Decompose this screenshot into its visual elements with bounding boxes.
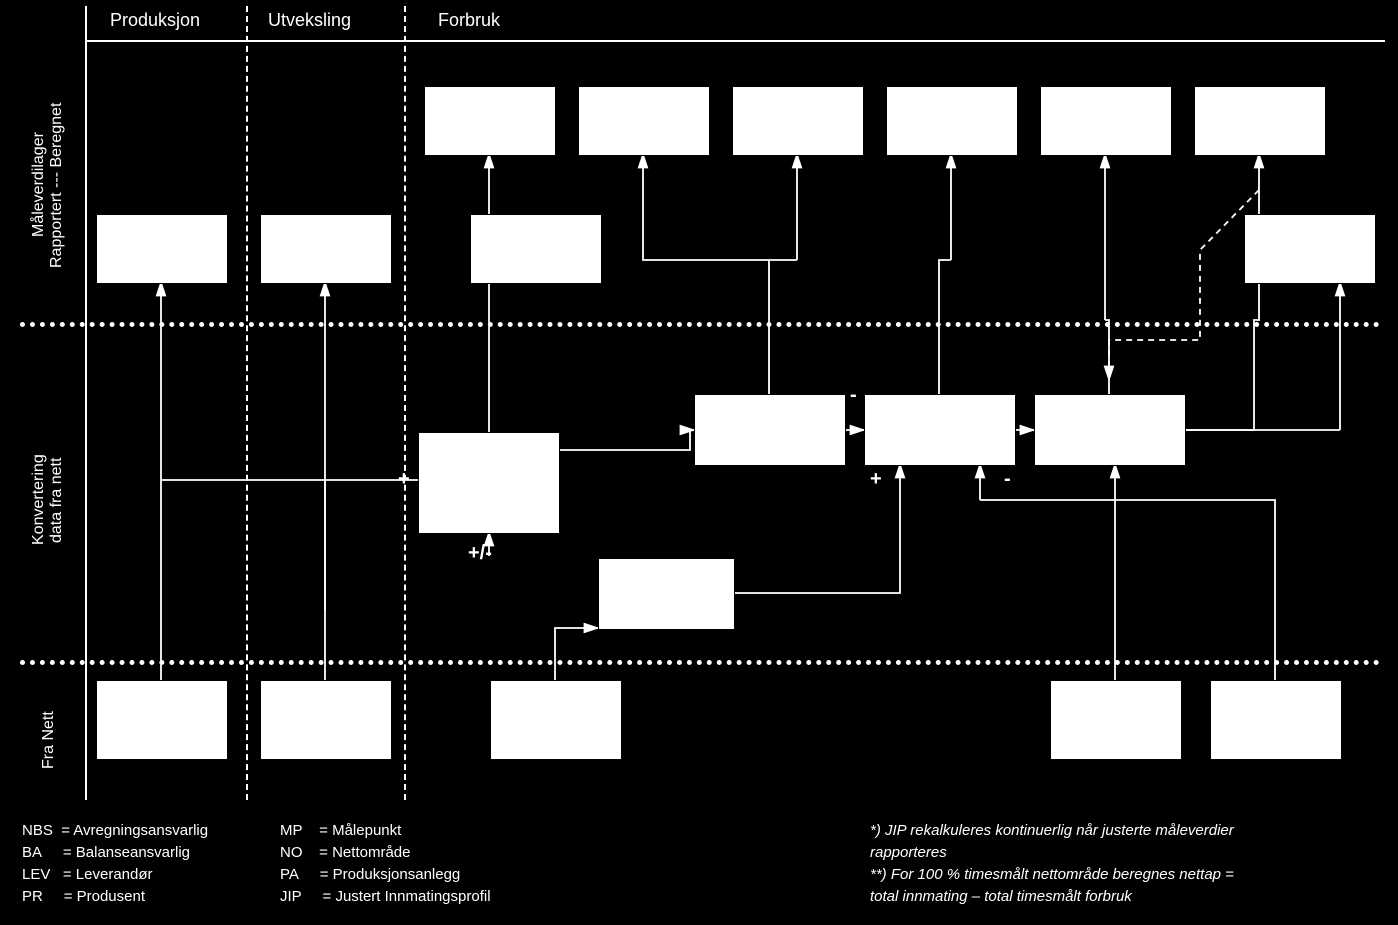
box-top-4 [886,86,1018,156]
row-label-franett: Fra Nett [40,690,58,790]
legend-v: = Målepunkt [319,822,401,839]
legend-col2: MP = Målepunkt NO = Nettområde PA = Prod… [280,820,491,908]
op-plus-mid: + [870,468,882,491]
row-label-text: Fra Nett [40,711,57,769]
legend-v: = Avregningsansvarlig [61,822,208,839]
box-top-1 [424,86,556,156]
op-plusminus: +/- [468,542,492,565]
box-net-r1 [1050,680,1182,760]
legend-k: LEV [22,866,50,883]
box-conv-c [1034,394,1186,466]
box-mid-right [1244,214,1376,284]
col-sep-2 [404,6,406,800]
op-minus-top: - [850,384,857,407]
box-mid-forb [470,214,602,284]
footnote-line: total innmating – total timesmålt forbru… [870,886,1234,908]
footnotes: *) JIP rekalkuleres kontinuerlig når jus… [870,820,1234,908]
legend-k: BA [22,844,42,861]
legend-v: = Produsent [64,888,145,905]
left-margin-line [85,6,87,800]
op-minus-mid: - [1004,468,1011,491]
col-header-produksjon: Produksjon [110,10,200,31]
legend-v: = Leverandør [63,866,153,883]
box-mid-prod [96,214,228,284]
box-conv-big [418,432,560,534]
legend-k: NBS [22,822,53,839]
box-top-3 [732,86,864,156]
box-mid-utv [260,214,392,284]
box-net-utv [260,680,392,760]
row-label-text: Konvertering data fra nett [30,455,65,546]
dotted-sep-2 [20,660,1380,665]
header-line [85,40,1385,42]
legend-k: JIP [280,888,302,905]
col-header-utveksling: Utveksling [268,10,351,31]
row-label-maleverdilager: Måleverdilager Rapportert --- Beregnet [30,60,66,310]
box-conv-a [694,394,846,466]
box-top-5 [1040,86,1172,156]
box-conv-low [598,558,735,630]
footnote-line: rapporteres [870,842,1234,864]
legend-k: MP [280,822,303,839]
legend-v: = Produksjonsanlegg [320,866,461,883]
legend-k: PR [22,888,43,905]
legend-v: = Justert Innmatingsprofil [323,888,491,905]
op-plus-left: + [398,468,410,491]
legend-v: = Nettområde [319,844,410,861]
box-top-6 [1194,86,1326,156]
legend-k: PA [280,866,299,883]
legend-k: NO [280,844,303,861]
row-label-konvertering: Konvertering data fra nett [30,370,66,630]
legend-v: = Balanseansvarlig [63,844,190,861]
row-label-text: Måleverdilager Rapportert --- Beregnet [30,102,65,267]
box-net-forb [490,680,622,760]
col-header-forbruk: Forbruk [438,10,500,31]
legend-col1: NBS = Avregningsansvarlig BA = Balansean… [22,820,208,908]
footnote-line: *) JIP rekalkuleres kontinuerlig når jus… [870,820,1234,842]
box-top-2 [578,86,710,156]
col-sep-1 [246,6,248,800]
footnote-line: **) For 100 % timesmålt nettområde bereg… [870,864,1234,886]
box-conv-b [864,394,1016,466]
box-net-r2 [1210,680,1342,760]
dotted-sep-1 [20,322,1380,327]
box-net-prod [96,680,228,760]
